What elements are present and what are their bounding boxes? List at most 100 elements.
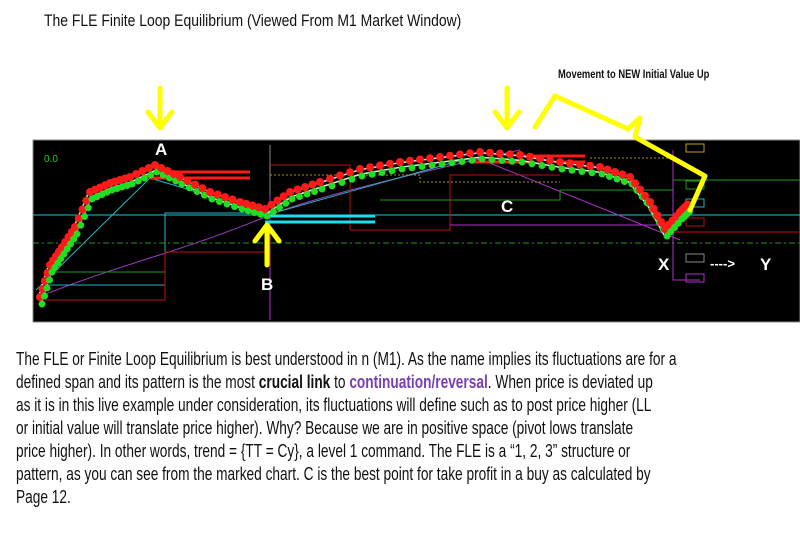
price-dot-up	[286, 188, 294, 196]
paragraph-text: defined span and its pattern is the most	[16, 371, 259, 392]
price-dot-up	[316, 178, 324, 186]
price-dot-down	[201, 191, 208, 199]
price-dot-up	[248, 201, 257, 210]
price-dot-down	[38, 300, 46, 308]
price-dot-up	[596, 163, 604, 171]
price-tag	[685, 143, 705, 153]
price-dot-down	[296, 193, 303, 200]
price-dot-up	[221, 193, 229, 201]
price-dot-up	[456, 150, 464, 159]
price-dot-down	[428, 161, 436, 169]
price-dot-down	[538, 162, 546, 169]
paragraph-line: defined span and its pattern is the most…	[16, 370, 676, 393]
price-dot-up	[169, 170, 178, 178]
price-dot-up	[649, 204, 658, 213]
arrow-down-a-icon	[145, 85, 175, 131]
price-dot-down	[178, 180, 186, 188]
chart-price	[36, 148, 693, 308]
price-dot-up	[516, 151, 524, 159]
paragraph-text: price higher). In other words, trend = {…	[16, 440, 631, 461]
price-dot-down	[348, 175, 356, 183]
paragraph-text: or initial value will translate price hi…	[16, 417, 634, 438]
price-dot-down	[288, 195, 296, 203]
price-dot-down	[418, 163, 426, 170]
label-c: C	[501, 197, 513, 216]
crucial-link-highlight: crucial link	[258, 371, 331, 392]
price-dot-up	[611, 168, 619, 176]
price-dot-down	[398, 165, 406, 173]
level-line	[672, 150, 700, 281]
price-dot-up	[657, 218, 666, 227]
price-dot-up	[163, 167, 172, 175]
price-dot-down	[193, 188, 201, 195]
level-line	[270, 164, 560, 231]
paragraph-line: or initial value will translate price hi…	[16, 416, 676, 439]
paragraph-text: . When price is deviated up	[487, 371, 653, 392]
price-dot-up	[386, 159, 394, 168]
price-dot-down	[548, 163, 556, 171]
price-dot-down	[606, 173, 613, 180]
price-dot-up	[618, 170, 627, 179]
price-dot-up	[78, 205, 87, 214]
price-dot-up	[279, 192, 288, 201]
price-dot-down	[70, 235, 78, 243]
paragraph-text: to	[330, 371, 350, 392]
paragraph-line: The FLE or Finite Loop Equilibrium is be…	[16, 347, 676, 370]
price-dot-down	[244, 207, 252, 215]
price-dot-up	[213, 190, 222, 199]
price-dot-down	[311, 188, 318, 195]
price-dot-down	[77, 221, 85, 229]
arrow-up-b-icon	[252, 222, 282, 268]
price-dot-up	[603, 165, 612, 174]
price-dot-down	[67, 240, 74, 248]
chart-levels	[33, 143, 800, 320]
price-dot-down	[368, 170, 376, 178]
price-dot-down	[257, 210, 265, 218]
price-dot-down	[598, 170, 606, 178]
price-dot-up	[396, 158, 404, 166]
price-dot-down	[588, 169, 596, 177]
price-dot-up	[631, 179, 639, 188]
price-dot-down	[568, 166, 576, 174]
price-dot-down	[60, 250, 68, 258]
price-dot-up	[71, 223, 79, 231]
price-dot-up	[426, 154, 434, 163]
price-dot-down	[216, 198, 223, 205]
price-dot-up	[183, 176, 192, 185]
continuation-reversal-highlight: continuation/reversal	[349, 371, 488, 392]
price-dot-up	[506, 150, 514, 159]
price-dot-up	[144, 164, 153, 172]
price-dot-up	[636, 185, 644, 194]
price-dot-down	[186, 184, 193, 192]
price-dot-up	[138, 167, 147, 175]
price-dot-up	[273, 196, 282, 205]
price-dot-up	[446, 151, 454, 160]
price-dot-down	[378, 169, 386, 176]
price-dot-up	[556, 158, 564, 166]
price-dot-down	[498, 157, 506, 164]
level-line	[45, 212, 270, 286]
page-title: The FLE Finite Loop Equilibrium (Viewed …	[44, 11, 462, 30]
price-dot-up	[653, 211, 662, 220]
price-dot-up	[466, 149, 474, 158]
price-dot-up	[261, 205, 269, 213]
price-dot-up	[176, 173, 184, 181]
level-line	[469, 154, 681, 241]
price-dot-up	[566, 159, 574, 168]
paragraph-text: as it is in this live example under cons…	[16, 394, 652, 415]
paragraph-text: Page 12.	[16, 486, 71, 507]
price-dot-up	[267, 200, 276, 209]
price-dot-up	[406, 156, 414, 165]
price-dot-down	[318, 185, 326, 193]
price-dot-down	[208, 195, 216, 203]
arrow-down-c-icon	[492, 85, 522, 131]
price-dot-up	[346, 168, 354, 177]
price-dot-up	[151, 161, 159, 169]
price-dot-down	[128, 180, 136, 188]
paragraph-text: pattern, as you can see from the marked …	[16, 463, 651, 484]
price-dot-down	[518, 158, 526, 166]
label-x: X	[658, 255, 670, 274]
price-dot-up	[626, 173, 634, 181]
price-dot-up	[526, 152, 534, 161]
